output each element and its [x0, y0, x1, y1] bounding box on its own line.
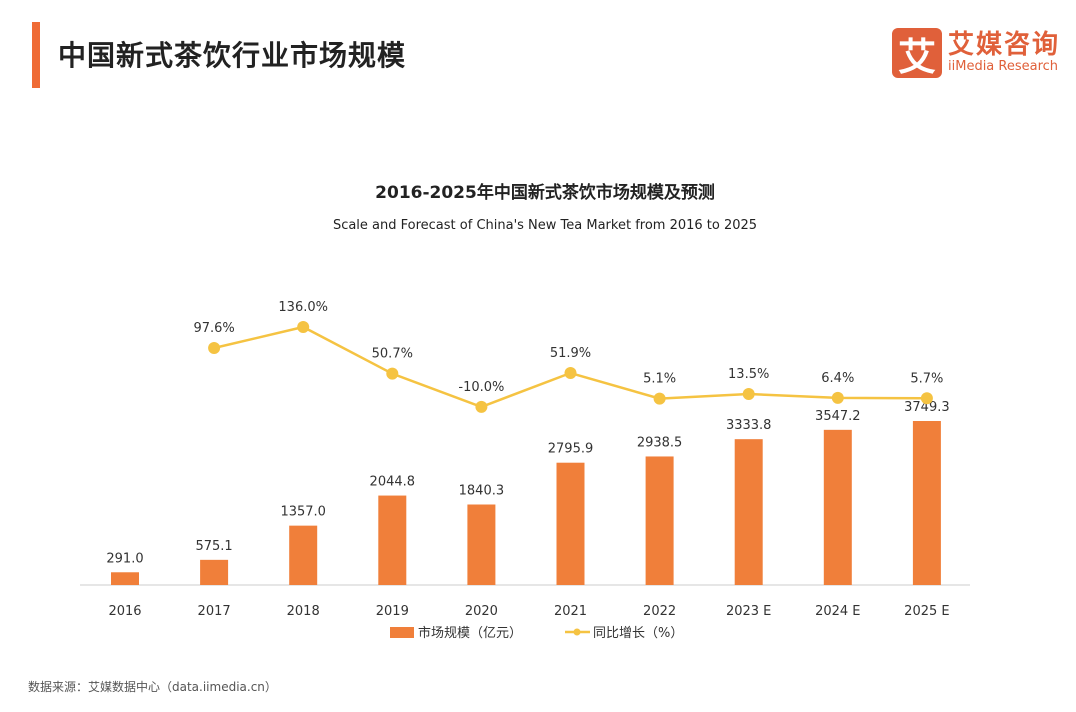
bar	[289, 525, 318, 585]
growth-point	[920, 392, 933, 405]
growth-data-label: 51.9%	[550, 346, 591, 361]
legend-bar-swatch	[390, 627, 414, 638]
growth-point	[564, 367, 577, 380]
growth-point	[386, 367, 399, 380]
legend-line-marker	[573, 628, 581, 636]
growth-data-label: 5.1%	[643, 372, 676, 387]
bar	[111, 572, 139, 585]
bar-data-label: 3547.2	[815, 409, 861, 424]
chart-subtitle: Scale and Forecast of China's New Tea Ma…	[333, 218, 757, 233]
bar	[645, 456, 674, 585]
source-note: 数据来源：艾媒数据中心（data.iimedia.cn）	[28, 680, 277, 694]
bar-data-label: 2044.8	[370, 475, 416, 490]
growth-data-label: 5.7%	[910, 371, 943, 386]
bar	[823, 429, 852, 585]
bar-data-label: 291.0	[106, 551, 143, 566]
page-title: 中国新式茶饮行业市场规模	[58, 39, 407, 72]
bar-data-label: 3749.3	[904, 400, 950, 415]
title-accent-bar	[32, 22, 40, 88]
bar	[378, 495, 407, 585]
growth-data-label: 6.4%	[821, 371, 854, 386]
x-tick-label: 2021	[554, 604, 587, 619]
growth-data-label: -10.0%	[458, 380, 504, 395]
growth-point	[208, 342, 221, 355]
x-tick-label: 2017	[198, 604, 231, 619]
legend-bar-label: 市场规模（亿元）	[418, 625, 522, 641]
growth-point	[653, 392, 666, 405]
bar	[912, 421, 941, 585]
bar	[467, 504, 496, 585]
growth-line	[213, 325, 927, 409]
x-tick-label: 2025 E	[904, 604, 949, 619]
growth-data-label: 97.6%	[193, 321, 234, 336]
x-tick-label: 2016	[108, 604, 141, 619]
bar	[734, 439, 763, 585]
x-tick-label: 2018	[287, 604, 320, 619]
growth-point	[297, 321, 310, 334]
logo-name-en: iiMedia Research	[948, 59, 1059, 74]
logo-name-cn: 艾媒咨询	[948, 30, 1061, 60]
growth-point	[831, 391, 844, 404]
bar	[200, 559, 229, 585]
bar-data-label: 2795.9	[548, 442, 594, 457]
bar-data-label: 1840.3	[459, 484, 505, 499]
x-tick-label: 2022	[643, 604, 676, 619]
bar-data-label: 575.1	[195, 539, 232, 554]
bar-data-label: 1357.0	[280, 505, 326, 520]
bar	[556, 462, 585, 585]
chart-title: 2016-2025年中国新式茶饮市场规模及预测	[375, 182, 715, 203]
growth-data-label: 136.0%	[278, 300, 328, 315]
logo-mark: 艾	[892, 28, 942, 79]
logo: 艾 艾媒咨询 iiMedia Research	[892, 28, 1061, 79]
x-tick-label: 2020	[465, 604, 498, 619]
bar-data-label: 2938.5	[637, 435, 683, 450]
bar-data-label: 3333.8	[726, 418, 772, 433]
legend-line-label: 同比增长（%）	[593, 626, 683, 641]
x-tick-label: 2019	[376, 604, 409, 619]
x-tick-label: 2024 E	[815, 604, 860, 619]
growth-data-label: 50.7%	[372, 347, 413, 362]
growth-data-label: 13.5%	[728, 367, 769, 382]
growth-point	[475, 400, 488, 413]
x-tick-label: 2023 E	[726, 604, 771, 619]
growth-point	[742, 388, 755, 401]
